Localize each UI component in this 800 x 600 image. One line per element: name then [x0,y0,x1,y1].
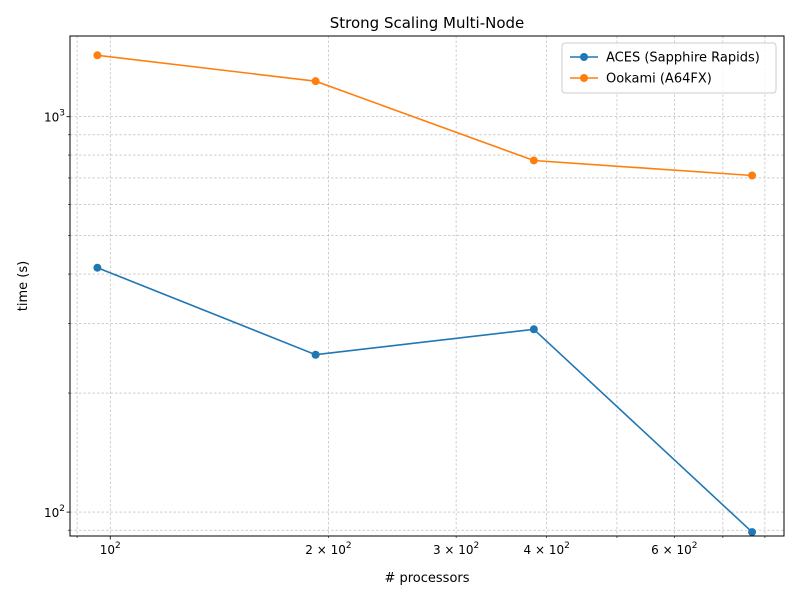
x-axis-label: # processors [384,571,469,586]
x-tick-label: 102 [100,541,121,557]
plot-frame [69,35,785,537]
data-point [748,171,757,180]
data-point [311,350,320,359]
data-point [93,263,102,272]
grid-lines [70,36,784,536]
legend-label: Ookami (A64FX) [606,72,712,87]
data-point [748,528,757,537]
y-tick-label: 102 [44,504,65,520]
y-tick-label: 103 [44,109,65,125]
legend-label: ACES (Sapphire Rapids) [606,51,760,66]
data-point [529,156,538,165]
x-tick-label: 2 × 102 [305,541,351,557]
x-tick-label: 4 × 102 [524,541,570,557]
series-line [97,54,753,177]
axis-ticks: 102 2 × 102 3 × 102 4 × 102 6 × 102 102 103 [44,109,766,557]
x-tick-label: 6 × 102 [651,541,697,557]
y-axis-label: time (s) [16,261,31,311]
legend: ACES (Sapphire Rapids) Ookami (A64FX) [561,42,777,94]
data-point [93,51,102,60]
series-line [97,266,753,533]
legend-marker [580,53,588,61]
legend-box [561,42,777,94]
x-tick-label: 3 × 102 [433,541,479,557]
data-point [311,77,320,86]
data-point [529,325,538,334]
chart-title: Strong Scaling Multi-Node [330,14,525,32]
series-layer [93,51,757,537]
legend-marker [580,74,588,82]
